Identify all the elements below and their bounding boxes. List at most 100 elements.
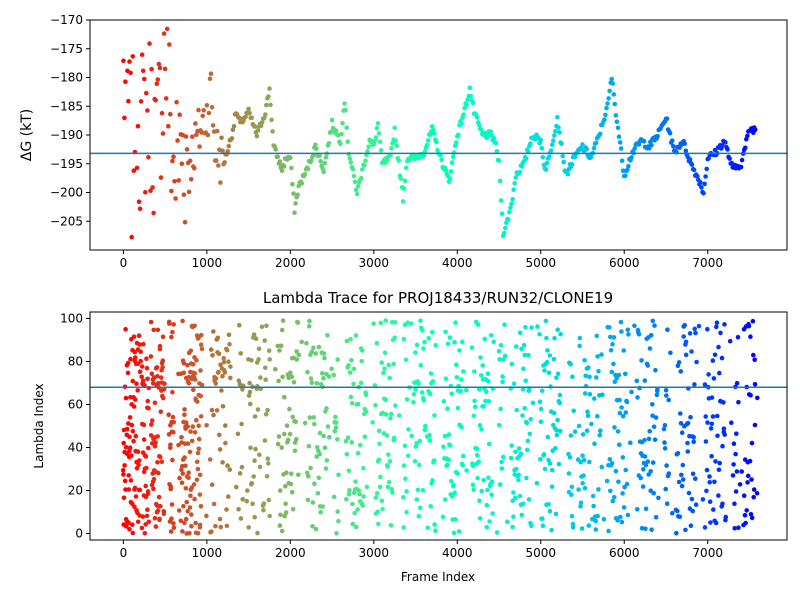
lambda-point <box>653 415 659 420</box>
dg-point <box>136 199 142 204</box>
lambda-point <box>693 330 698 336</box>
lambda-point <box>314 381 320 386</box>
lambda-point <box>487 519 492 524</box>
dg-point <box>393 138 399 144</box>
lambda-point <box>195 399 200 404</box>
lambda-point <box>609 460 615 466</box>
lambda-point <box>484 524 490 530</box>
lambda-point <box>180 529 185 534</box>
dg-point <box>208 71 214 76</box>
lambda-point <box>625 512 631 518</box>
lambda-point <box>626 332 631 337</box>
dg-point <box>295 192 300 198</box>
lambda-point <box>553 511 559 517</box>
lambda-point <box>547 508 553 514</box>
lambda-point <box>751 352 756 358</box>
lambda-point <box>582 391 588 396</box>
dg-point <box>619 158 625 164</box>
dg-point <box>163 96 169 101</box>
lambda-point <box>581 457 587 463</box>
lambda-point <box>240 496 245 502</box>
lambda-point <box>717 370 722 376</box>
lambda-point <box>121 495 127 501</box>
lambda-point <box>745 473 751 479</box>
dg-point <box>142 76 147 82</box>
lambda-point <box>184 420 189 425</box>
lambda-point <box>685 440 690 446</box>
lambda-x-tick-label: 2000 <box>275 546 306 560</box>
lambda-point <box>716 344 721 350</box>
lambda-point <box>723 514 729 520</box>
lambda-point <box>665 327 670 333</box>
dg-point <box>321 169 327 175</box>
lambda-point <box>211 412 216 418</box>
lambda-point <box>590 493 596 499</box>
lambda-point <box>267 357 273 362</box>
dg-point <box>247 110 252 116</box>
lambda-point <box>158 375 164 380</box>
lambda-point <box>460 462 466 468</box>
lambda-point <box>689 349 694 354</box>
lambda-point <box>555 371 561 377</box>
dg-point <box>279 168 285 174</box>
lambda-point <box>186 470 191 476</box>
lambda-point <box>227 342 232 347</box>
lambda-point <box>454 362 459 368</box>
lambda-point <box>156 380 161 386</box>
lambda-point <box>239 421 244 427</box>
lambda-point <box>403 476 408 482</box>
lambda-y-tick-label: 100 <box>60 311 83 325</box>
lambda-point <box>618 319 624 325</box>
lambda-point <box>611 335 617 340</box>
lambda-point <box>221 359 227 365</box>
dg-point <box>182 219 188 225</box>
lambda-point <box>716 493 721 498</box>
dg-point <box>703 174 708 179</box>
lambda-point <box>502 322 507 328</box>
lambda-point <box>156 494 162 500</box>
dg-point <box>288 155 293 160</box>
lambda-point <box>620 491 625 496</box>
lambda-point <box>132 485 138 491</box>
lambda-point <box>666 471 672 476</box>
lambda-point <box>580 432 586 437</box>
lambda-point <box>185 441 191 446</box>
lambda-point <box>479 427 484 432</box>
lambda-point <box>525 447 530 453</box>
lambda-point <box>692 326 697 332</box>
dg-point <box>616 134 622 139</box>
lambda-point <box>239 464 245 470</box>
dg-point <box>255 128 261 133</box>
lambda-point <box>716 467 722 473</box>
lambda-point <box>334 531 339 536</box>
lambda-point <box>653 367 658 373</box>
lambda-point <box>322 445 328 451</box>
lambda-point <box>686 490 692 496</box>
lambda-point <box>169 334 174 340</box>
lambda-point <box>543 318 549 324</box>
lambda-point <box>751 487 757 492</box>
lambda-point <box>622 484 627 490</box>
lambda-point <box>617 410 623 416</box>
lambda-point <box>137 369 143 375</box>
lambda-point <box>748 512 754 517</box>
lambda-point <box>609 369 615 375</box>
dg-point <box>720 143 725 148</box>
dg-point <box>513 175 518 180</box>
lambda-point <box>710 358 716 363</box>
lambda-point <box>136 333 142 339</box>
lambda-point <box>442 497 448 502</box>
dg-point <box>655 133 660 139</box>
lambda-point <box>639 358 644 363</box>
dg-point <box>231 123 237 129</box>
lambda-point <box>238 351 243 356</box>
lambda-point <box>709 395 715 400</box>
lambda-point <box>733 451 738 457</box>
lambda-point <box>624 399 630 405</box>
lambda-point <box>142 382 147 388</box>
lambda-point <box>135 388 140 393</box>
dg-point <box>153 98 158 103</box>
lambda-point <box>623 371 628 377</box>
lambda-point <box>134 381 139 387</box>
